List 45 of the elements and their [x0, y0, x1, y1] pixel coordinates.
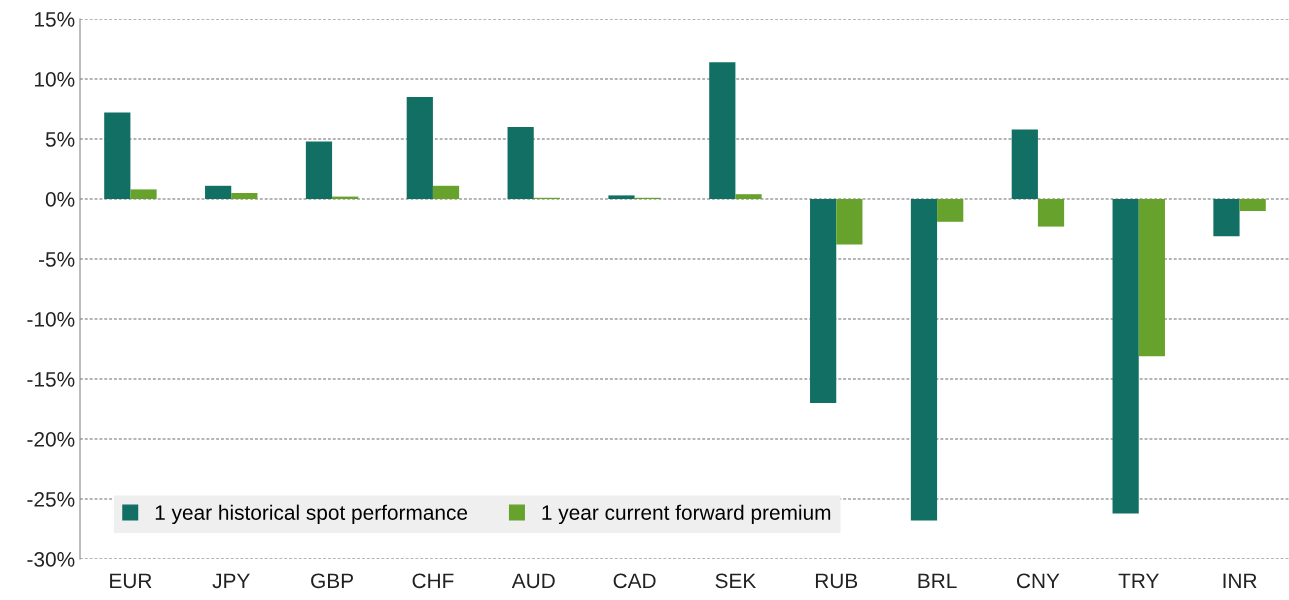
bar: [608, 195, 635, 199]
bar: [1138, 199, 1165, 357]
x-tick-label: GBP: [311, 573, 353, 589]
bar: [1037, 199, 1065, 227]
x-tick-label: TRY: [1118, 573, 1159, 588]
y-tick-label: -25%: [27, 492, 75, 507]
x-tick-label: SEK: [715, 573, 757, 589]
bar: [205, 185, 232, 199]
bar: [937, 199, 964, 222]
bar: [910, 199, 938, 521]
x-tick-label: CHF: [412, 573, 454, 589]
x-tick-label: INR: [1223, 573, 1257, 588]
y-tick-label: -20%: [27, 432, 75, 447]
bar: [709, 62, 736, 199]
y-tick-label: 0%: [45, 192, 75, 207]
bar: [1011, 129, 1038, 199]
y-tick-label: 10%: [35, 72, 75, 87]
bar: [1213, 199, 1240, 237]
x-tick-label: BRL: [918, 573, 957, 588]
bar: [231, 193, 258, 199]
bar: [1239, 199, 1266, 211]
bar: [305, 141, 333, 199]
bar: [406, 97, 433, 199]
x-tick-label: CAD: [613, 573, 656, 589]
bar: [104, 112, 131, 199]
y-tick-label: -10%: [27, 312, 75, 327]
y-tick-label: 5%: [45, 132, 75, 147]
y-tick-label: 15%: [35, 12, 75, 27]
x-tick-label: CNY: [1016, 573, 1060, 589]
legend-label: 1 year current forward premium: [542, 504, 831, 525]
bar: [735, 194, 762, 199]
y-tick-label: -30%: [27, 552, 75, 567]
x-tick-label: JPY: [212, 573, 250, 589]
x-tick-label: RUB: [815, 573, 858, 589]
y-tick-label: -15%: [27, 372, 75, 387]
x-tick-label: EUR: [110, 573, 152, 589]
bar: [432, 185, 460, 199]
legend-label: 1 year historical spot performance: [155, 504, 468, 525]
y-tick-label: -5%: [39, 252, 75, 267]
x-tick-label: AUD: [511, 573, 555, 589]
bar: [1112, 199, 1139, 514]
bar: [836, 199, 863, 245]
bar: [507, 127, 534, 199]
bar: [810, 199, 837, 403]
bar: [130, 189, 157, 199]
